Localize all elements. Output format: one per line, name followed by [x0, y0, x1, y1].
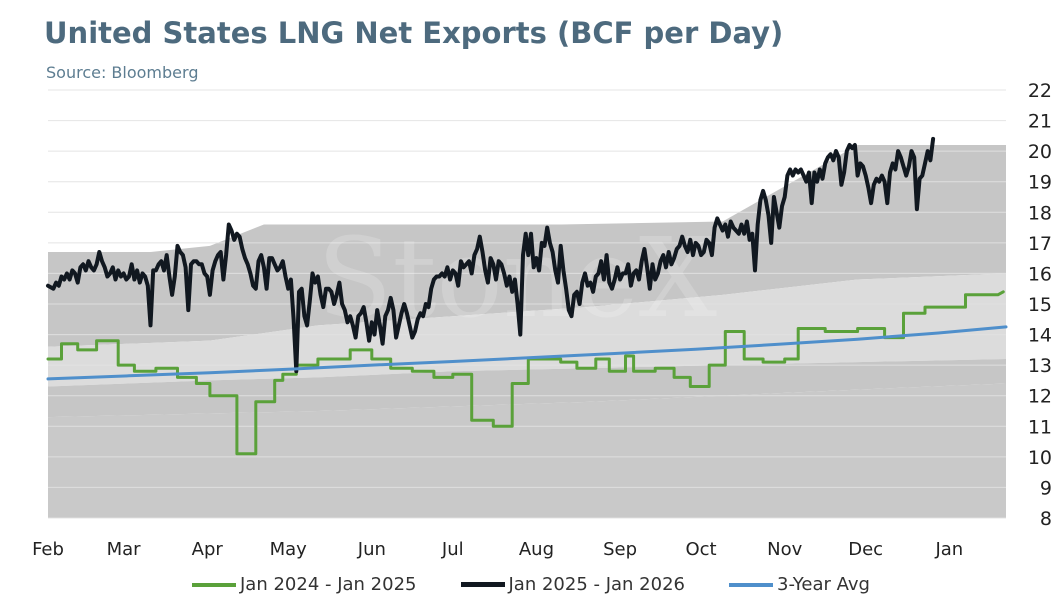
legend-label-2024: Jan 2024 - Jan 2025: [240, 574, 417, 595]
y-tick-label-11: 11: [1028, 416, 1052, 438]
x-tick-label-jul: Jul: [441, 539, 464, 560]
y-tick-label-14: 14: [1028, 325, 1052, 347]
chart-source: Source: Bloomberg: [46, 63, 199, 82]
y-tick-label-22: 22: [1028, 80, 1052, 102]
x-tick-label-aug: Aug: [519, 539, 554, 560]
legend-swatch-2025: [460, 582, 505, 587]
legend-swatch-avg: [729, 582, 773, 587]
y-tick-label-12: 12: [1028, 386, 1052, 408]
series-line-1: [46, 136, 936, 374]
x-tick-label-oct: Oct: [685, 539, 716, 560]
x-tick-label-dec: Dec: [848, 539, 883, 560]
x-tick-label-apr: Apr: [192, 539, 224, 560]
x-tick-label-may: May: [270, 539, 308, 560]
legend-swatch-2024: [192, 582, 236, 587]
y-tick-label-16: 16: [1028, 263, 1052, 285]
y-tick-label-9: 9: [1040, 477, 1052, 499]
series-line-2: [46, 325, 1008, 381]
y-tick-label-15: 15: [1028, 294, 1052, 316]
legend-item-2024: Jan 2024 - Jan 2025: [192, 574, 417, 595]
y-tick-label-21: 21: [1028, 111, 1052, 133]
series-line-0: [46, 290, 1005, 456]
y-tick-label-13: 13: [1028, 355, 1052, 377]
legend-label-avg: 3-Year Avg: [777, 574, 870, 595]
band-range-mid: [48, 273, 1006, 387]
x-tick-label-nov: Nov: [767, 539, 802, 560]
legend-item-avg: 3-Year Avg: [729, 574, 870, 595]
x-tick-label-jun: Jun: [357, 539, 386, 560]
y-tick-label-8: 8: [1040, 508, 1052, 530]
y-tick-label-18: 18: [1028, 202, 1052, 224]
chart-legend: Jan 2024 - Jan 2025 Jan 2025 - Jan 2026 …: [0, 574, 1062, 595]
x-tick-label-jan: Jan: [934, 539, 963, 560]
legend-item-2025: Jan 2025 - Jan 2026: [460, 574, 686, 595]
legend-label-2025: Jan 2025 - Jan 2026: [508, 574, 686, 595]
y-tick-label-10: 10: [1028, 447, 1052, 469]
y-tick-label-19: 19: [1028, 172, 1052, 194]
band-floor: [48, 383, 1006, 518]
x-tick-label-mar: Mar: [107, 539, 142, 560]
band-range-min: [48, 359, 1006, 418]
x-tick-label-feb: Feb: [32, 539, 64, 560]
y-tick-label-20: 20: [1028, 141, 1052, 163]
y-tick-label-17: 17: [1028, 233, 1052, 255]
chart-title: United States LNG Net Exports (BCF per D…: [44, 16, 784, 50]
x-tick-label-sep: Sep: [603, 539, 637, 560]
